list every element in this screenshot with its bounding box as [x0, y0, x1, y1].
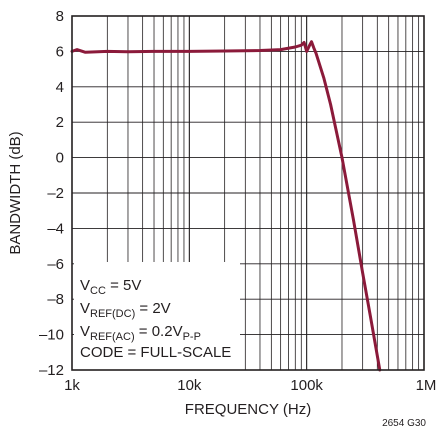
y-tick-label: 2 [56, 114, 64, 131]
x-tick-labels: 1k 10k 100k 1M [64, 377, 436, 394]
y-tick-label: –4 [47, 220, 64, 237]
y-tick-label: 4 [56, 79, 64, 96]
annotation-vcc: VCC = 5V [80, 277, 141, 297]
y-tick-label: –12 [39, 362, 64, 379]
y-tick-labels: –12 –10 –8 –6 –4 –2 0 2 4 6 8 [39, 8, 64, 379]
series-line [70, 40, 382, 372]
grid [71, 15, 425, 371]
annotation-vref-dc: VREF(DC) = 2V [80, 300, 171, 320]
y-axis-label: BANDWIDTH (dB) [7, 131, 24, 254]
y-tick-label: 0 [56, 150, 64, 167]
x-axis-label: FREQUENCY (Hz) [185, 401, 311, 418]
figure-id: 2654 G30 [382, 418, 426, 429]
y-tick-label: 8 [56, 8, 64, 25]
annotation-box: VCC = 5V VREF(DC) = 2V VREF(AC) = 0.2VP-… [74, 262, 240, 370]
x-tick-label: 10k [177, 377, 202, 394]
x-tick-label: 100k [290, 377, 323, 394]
annotation-code: CODE = FULL-SCALE [80, 344, 231, 361]
y-tick-label: –2 [47, 185, 64, 202]
y-tick-label: –6 [47, 256, 64, 273]
x-tick-label: 1k [64, 377, 80, 394]
annotation-vref-ac: VREF(AC) = 0.2VP-P [80, 323, 201, 343]
plot-frame [71, 15, 425, 371]
y-tick-label: 6 [56, 43, 64, 60]
x-tick-label: 1M [416, 377, 436, 394]
y-tick-label: –10 [39, 327, 64, 344]
y-tick-label: –8 [47, 291, 64, 308]
